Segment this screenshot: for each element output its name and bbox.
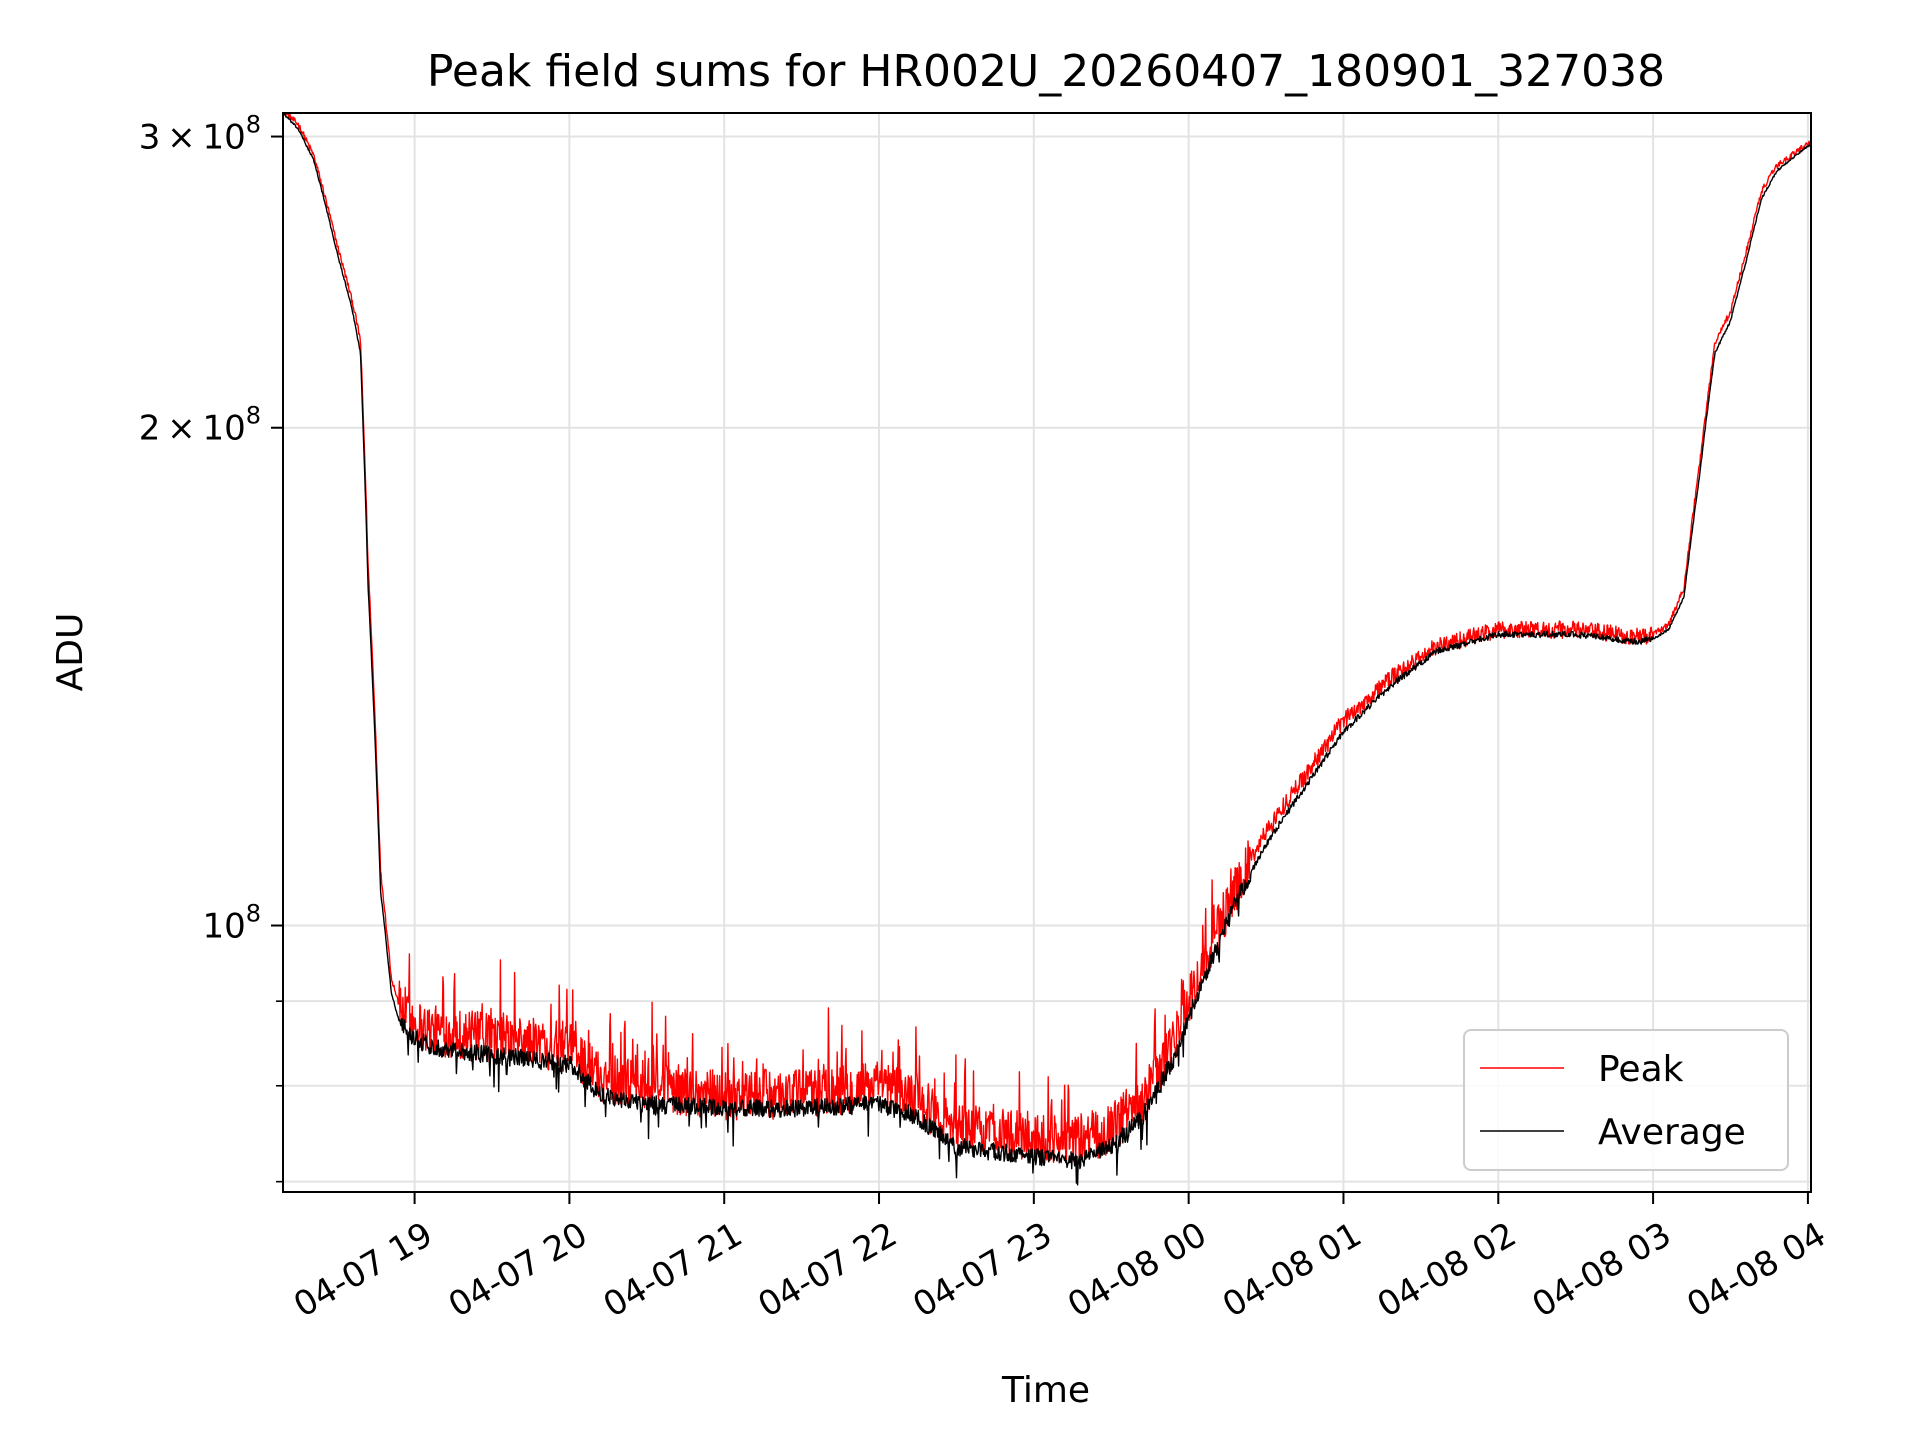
series-group [283, 113, 1811, 1186]
y-axis: 3 × 108 2 × 108 108 [139, 111, 283, 1183]
legend-label-peak: Peak [1598, 1049, 1684, 1090]
plot-frame [282, 112, 1812, 1193]
series-line-average [283, 113, 1811, 1186]
legend-label-average: Average [1598, 1112, 1746, 1153]
legend: Peak Average [1463, 1029, 1789, 1171]
chart-title: Peak field sums for HR002U_20260407_1809… [427, 46, 1665, 97]
y-tick-label: 3 × 108 [139, 111, 261, 158]
y-tick-label: 108 [202, 900, 261, 947]
legend-box [1463, 1029, 1789, 1171]
series-line-peak [283, 113, 1811, 1164]
x-axis-label: Time [1001, 1370, 1090, 1411]
y-tick-label: 2 × 108 [139, 402, 261, 449]
grid [283, 113, 1811, 1192]
y-axis-label: ADU [50, 613, 91, 692]
